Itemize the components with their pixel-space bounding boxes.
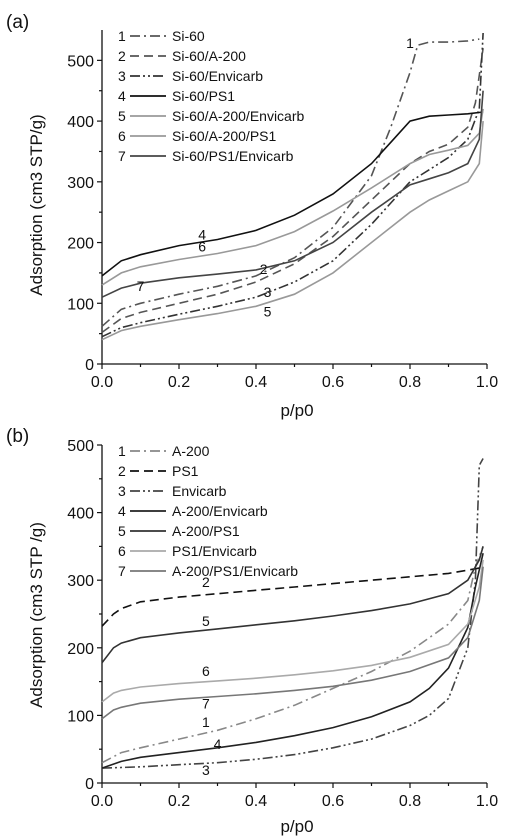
panel-b-curve-labels: 1 2 34 5 6 7 (202, 574, 222, 778)
series-line-4 (101, 111, 484, 277)
curve-label-1: 1 (202, 714, 210, 730)
y-tick-label: 0 (85, 776, 94, 793)
panel-a-curves (101, 32, 484, 341)
curve-label-3: 3 (202, 762, 210, 778)
legend-label-1: A-200 (172, 443, 210, 459)
legend-label-4: A-200/Envicarb (172, 503, 268, 519)
series-line-1 (101, 38, 480, 327)
x-tick-label: 1.0 (476, 374, 498, 391)
y-tick-label: 400 (67, 506, 94, 523)
legend-number-2: 2 (118, 463, 126, 479)
x-tick-label: 0.8 (399, 374, 421, 391)
legend-number-6: 6 (118, 128, 126, 144)
panel-b-chart: (b) Adsorption (cm3 STP /g) p/p0 0.0 0.2 0… (6, 426, 498, 836)
series-line-1 (101, 546, 484, 764)
panel-b-legend: 1 A-200 2 PS1 3 Envicarb 4 A-200/Envicarb 5 A-200… (118, 443, 298, 579)
series-line-3 (101, 32, 484, 338)
series-line-5 (101, 546, 484, 664)
x-tick-label: 0.8 (399, 793, 421, 810)
legend-number-4: 4 (118, 503, 126, 519)
legend-label-5: Si-60/A-200/Envicarb (172, 108, 305, 124)
series-line-6 (101, 108, 484, 286)
curve-label-2: 2 (260, 261, 268, 277)
curve-label-2: 2 (202, 574, 210, 590)
y-tick-label: 0 (85, 357, 94, 374)
panel-b-ylabel: Adsorption (cm3 STP /g) (27, 522, 46, 708)
y-tick-label: 500 (67, 53, 94, 70)
curve-label-4: 4 (214, 736, 222, 752)
curve-label-7: 7 (137, 278, 145, 294)
curve-label-6: 6 (198, 239, 206, 255)
legend-label-1: Si-60 (172, 28, 205, 44)
x-tick-label: 0.6 (322, 374, 344, 391)
y-tick-label: 100 (67, 708, 94, 725)
y-tick-label: 300 (67, 175, 94, 192)
legend-number-5: 5 (118, 108, 126, 124)
panel-a-axes: 0.0 0.2 0.4 0.6 0.8 1.0 0 100 200 300 400 500 (67, 30, 498, 391)
y-tick-label: 200 (67, 236, 94, 253)
legend-number-7: 7 (118, 148, 126, 164)
legend-label-3: Envicarb (172, 483, 227, 499)
curve-label-5: 5 (264, 304, 272, 320)
legend-number-7: 7 (118, 563, 126, 579)
y-tick-label: 100 (67, 296, 94, 313)
panel-a-label: (a) (6, 12, 29, 33)
series-line-7 (101, 90, 484, 298)
x-tick-label: 0.2 (168, 374, 190, 391)
curve-label-4: 4 (198, 227, 206, 243)
panel-b-xlabel: p/p0 (280, 817, 313, 836)
panel-a-curve-labels: 1 2 3 4 5 6 7 (137, 35, 415, 319)
y-tick-label: 400 (67, 114, 94, 131)
legend-number-2: 2 (118, 48, 126, 64)
x-tick-label: 0.0 (91, 374, 113, 391)
panel-b-label: (b) (6, 426, 29, 447)
legend-label-7: A-200/PS1/Envicarb (172, 563, 298, 579)
curve-label-3: 3 (264, 284, 272, 300)
x-tick-label: 0.4 (245, 793, 267, 810)
legend-label-2: Si-60/A-200 (172, 48, 246, 64)
legend-label-3: Si-60/Envicarb (172, 68, 263, 84)
legend-number-3: 3 (118, 68, 126, 84)
series-line-6 (101, 559, 484, 703)
x-tick-label: 0.2 (168, 793, 190, 810)
series-line-5 (101, 121, 484, 341)
curve-label-1: 1 (406, 35, 414, 51)
legend-label-5: A-200/PS1 (172, 523, 240, 539)
legend-label-2: PS1 (172, 463, 199, 479)
legend-label-4: Si-60/PS1 (172, 88, 235, 104)
series-line-2 (101, 565, 484, 627)
legend-number-1: 1 (118, 28, 126, 44)
series-line-7 (101, 566, 484, 720)
x-tick-label: 0.0 (91, 793, 113, 810)
legend-label-7: Si-60/PS1/Envicarb (172, 148, 294, 164)
legend-number-1: 1 (118, 443, 126, 459)
x-tick-label: 1.0 (476, 793, 498, 810)
series-line-4 (101, 553, 484, 769)
y-tick-label: 200 (67, 641, 94, 658)
y-tick-label: 300 (67, 573, 94, 590)
curve-label-7: 7 (202, 696, 210, 712)
panel-a-legend: 1 Si-60 2 Si-60/A-200 3 Si-60/Envicarb 4 Si-60/… (118, 28, 305, 164)
x-tick-label: 0.4 (245, 374, 267, 391)
legend-label-6: PS1/Envicarb (172, 543, 257, 559)
series-line-3 (101, 458, 484, 769)
legend-number-6: 6 (118, 543, 126, 559)
legend-label-6: Si-60/A-200/PS1 (172, 128, 276, 144)
series-line-2 (101, 48, 484, 334)
legend-number-4: 4 (118, 88, 126, 104)
panel-b-axes: 0.0 0.2 0.4 0.6 0.8 1.0 0 100 200 300 400 500 (67, 438, 498, 810)
curve-label-5: 5 (202, 613, 210, 629)
legend-number-5: 5 (118, 523, 126, 539)
panel-a-ylabel: Adsorption (cm3 STP/g) (27, 114, 46, 295)
x-tick-label: 0.6 (322, 793, 344, 810)
panel-b-curves (101, 458, 484, 769)
panel-a-xlabel: p/p0 (280, 401, 313, 420)
legend-number-3: 3 (118, 483, 126, 499)
y-tick-label: 500 (67, 438, 94, 455)
curve-label-6: 6 (202, 663, 210, 679)
panel-a-chart: (a) Adsorption (cm3 STP/g) p/p0 0.0 0.2 0.… (6, 12, 498, 420)
